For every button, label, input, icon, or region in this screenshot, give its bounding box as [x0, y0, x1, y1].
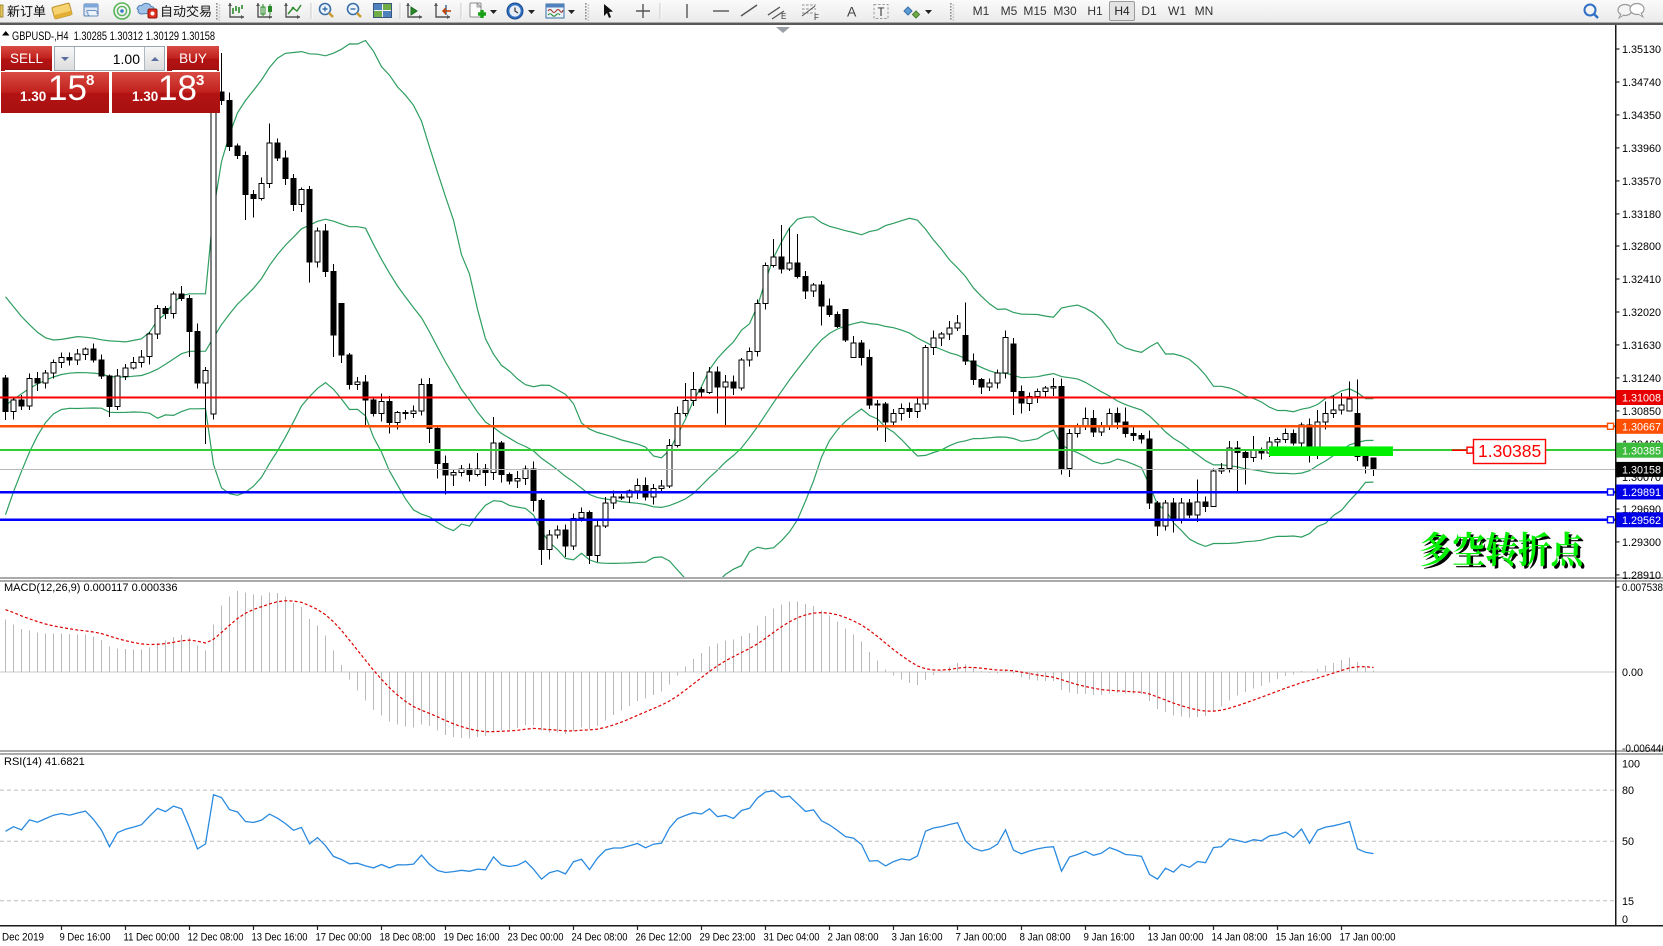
svg-text:3 Jan 16:00: 3 Jan 16:00 — [892, 932, 943, 944]
svg-text:9 Dec 16:00: 9 Dec 16:00 — [60, 932, 111, 944]
svg-text:1.28910: 1.28910 — [1622, 570, 1661, 582]
svg-text:1.29891: 1.29891 — [1622, 487, 1661, 499]
svg-text:1.31630: 1.31630 — [1622, 340, 1661, 352]
svg-text:RSI(14) 41.6821: RSI(14) 41.6821 — [4, 756, 85, 768]
svg-text:1.30158: 1.30158 — [1622, 465, 1661, 477]
svg-text:7 Jan 00:00: 7 Jan 00:00 — [956, 932, 1007, 944]
svg-text:1.34740: 1.34740 — [1622, 77, 1661, 89]
svg-text:1.35130: 1.35130 — [1622, 44, 1661, 56]
svg-text:1.31240: 1.31240 — [1622, 373, 1661, 385]
svg-text:23 Dec 00:00: 23 Dec 00:00 — [508, 932, 564, 944]
svg-text:17 Jan 00:00: 17 Jan 00:00 — [1340, 932, 1396, 944]
svg-text:1.33180: 1.33180 — [1622, 209, 1661, 221]
svg-text:17 Dec 00:00: 17 Dec 00:00 — [316, 932, 372, 944]
svg-text:19 Dec 16:00: 19 Dec 16:00 — [444, 932, 500, 944]
svg-text:80: 80 — [1622, 785, 1634, 797]
svg-text:0.007538: 0.007538 — [1622, 582, 1663, 594]
svg-text:26 Dec 12:00: 26 Dec 12:00 — [636, 932, 692, 944]
svg-text:29 Dec 23:00: 29 Dec 23:00 — [700, 932, 756, 944]
svg-text:1.34350: 1.34350 — [1622, 110, 1661, 122]
svg-text:MACD(12,26,9) 0.000117 0.00033: MACD(12,26,9) 0.000117 0.000336 — [4, 582, 177, 594]
svg-text:1.32800: 1.32800 — [1622, 241, 1661, 253]
svg-text:8 Jan 08:00: 8 Jan 08:00 — [1020, 932, 1071, 944]
svg-text:13 Jan 00:00: 13 Jan 00:00 — [1148, 932, 1204, 944]
svg-text:9 Jan 16:00: 9 Jan 16:00 — [1084, 932, 1135, 944]
svg-text:100: 100 — [1622, 759, 1640, 771]
svg-text:31 Dec 04:00: 31 Dec 04:00 — [764, 932, 820, 944]
svg-text:1.29562: 1.29562 — [1622, 515, 1661, 527]
svg-text:1.33960: 1.33960 — [1622, 143, 1661, 155]
svg-text:1.30385: 1.30385 — [1478, 441, 1541, 461]
svg-text:0.00: 0.00 — [1622, 667, 1643, 679]
svg-text:A: A — [847, 4, 857, 20]
svg-text:24 Dec 08:00: 24 Dec 08:00 — [572, 932, 628, 944]
svg-text:1.32020: 1.32020 — [1622, 307, 1661, 319]
svg-text:-0.006446: -0.006446 — [1622, 743, 1663, 755]
svg-text:1.32410: 1.32410 — [1622, 274, 1661, 286]
svg-text:F: F — [814, 13, 819, 22]
svg-text:50: 50 — [1622, 836, 1634, 848]
svg-text:Dec 2019: Dec 2019 — [2, 932, 44, 944]
svg-text:1.33570: 1.33570 — [1622, 176, 1661, 188]
svg-text:12 Dec 08:00: 12 Dec 08:00 — [188, 932, 244, 944]
svg-text:1.30385: 1.30385 — [1622, 445, 1661, 457]
svg-text:15 Jan 16:00: 15 Jan 16:00 — [1276, 932, 1332, 944]
svg-text:2 Jan 08:00: 2 Jan 08:00 — [828, 932, 879, 944]
svg-text:0: 0 — [1622, 914, 1628, 926]
svg-text:1.30667: 1.30667 — [1622, 422, 1661, 434]
svg-text:1.30850: 1.30850 — [1622, 406, 1661, 418]
svg-text:GBPUSD-,H4 1.30285 1.30312 1.: GBPUSD-,H4 1.30285 1.30312 1.30129 1.301… — [12, 31, 215, 43]
svg-text:15: 15 — [1622, 896, 1634, 908]
svg-text:11 Dec 00:00: 11 Dec 00:00 — [124, 932, 180, 944]
svg-text:E: E — [781, 12, 786, 21]
svg-text:1.29300: 1.29300 — [1622, 537, 1661, 549]
svg-text:14 Jan 08:00: 14 Jan 08:00 — [1212, 932, 1268, 944]
svg-text:13 Dec 16:00: 13 Dec 16:00 — [252, 932, 308, 944]
svg-text:18 Dec 08:00: 18 Dec 08:00 — [380, 932, 436, 944]
svg-text:T: T — [878, 7, 885, 19]
svg-text:1.31008: 1.31008 — [1622, 393, 1661, 405]
